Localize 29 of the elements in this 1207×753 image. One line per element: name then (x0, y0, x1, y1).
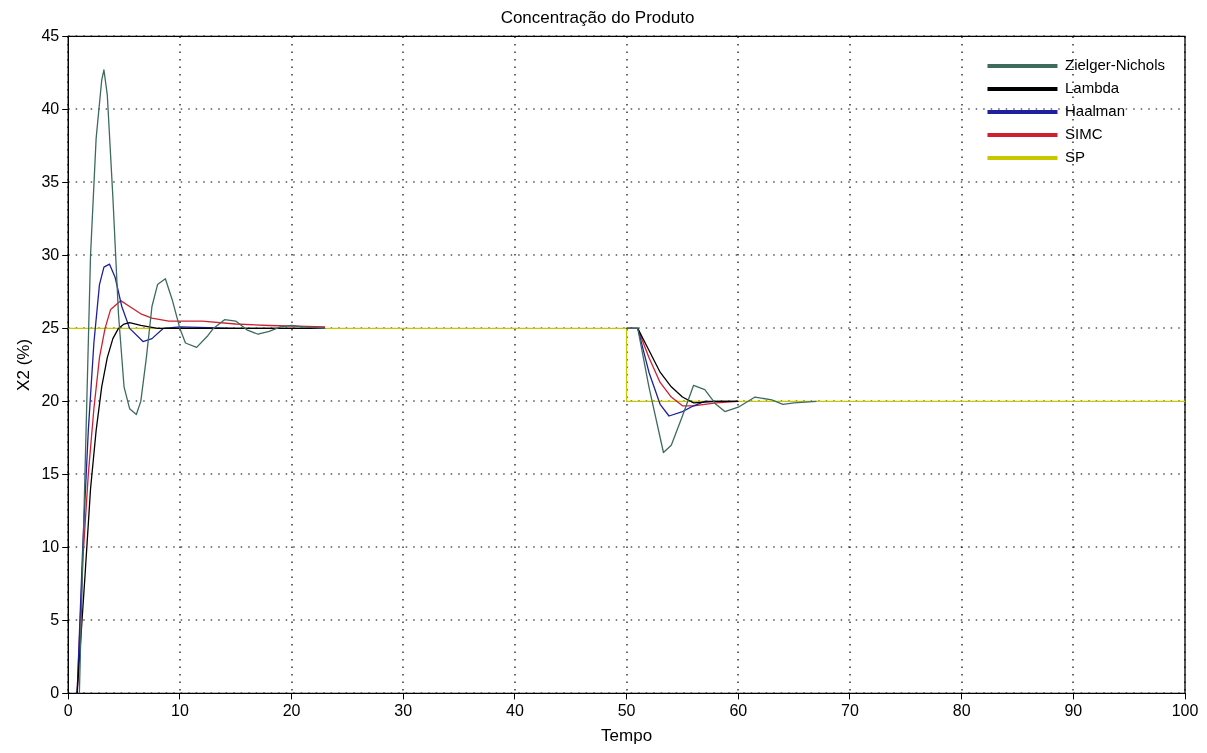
y-tick-label: 5 (50, 610, 60, 628)
x-tick-label: 20 (282, 702, 301, 720)
legend-label: SP (1064, 148, 1085, 166)
y-axis-title: X2 (%) (13, 338, 33, 391)
x-tick-label: 30 (394, 702, 413, 720)
x-tick-label: 90 (1064, 702, 1083, 720)
x-axis-title: Tempo (601, 726, 653, 746)
y-tick-label: 20 (41, 391, 60, 409)
x-tick-label: 10 (170, 702, 189, 720)
chart-title: Concentração do Produto (500, 7, 695, 27)
y-tick-label: 30 (41, 245, 60, 263)
y-tick-label: 40 (41, 99, 60, 117)
x-tick-label: 50 (617, 702, 636, 720)
x-tick-label: 70 (841, 702, 859, 720)
legend-label: Zielger-Nichols (1064, 56, 1165, 74)
legend-label: Lambda (1064, 79, 1120, 97)
y-tick-label: 0 (50, 683, 60, 701)
y-tick-label: 10 (41, 537, 60, 555)
x-tick-label: 100 (1171, 702, 1199, 720)
legend-label: SIMC (1064, 125, 1103, 143)
y-tick-label: 25 (41, 318, 60, 336)
x-tick-label: 40 (506, 702, 524, 720)
x-tick-label: 60 (729, 702, 748, 720)
y-tick-label: 45 (41, 26, 60, 44)
legend-label: Haalman (1064, 102, 1125, 120)
y-tick-label: 15 (41, 464, 60, 482)
x-tick-label: 0 (63, 702, 73, 720)
y-tick-label: 35 (41, 172, 60, 190)
x-tick-label: 80 (952, 702, 971, 720)
